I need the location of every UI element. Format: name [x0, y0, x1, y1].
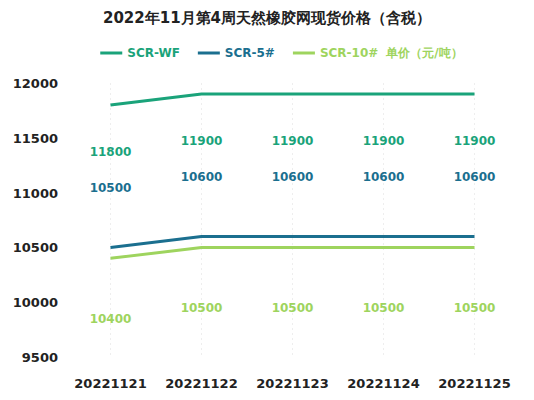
data-label: 10600	[363, 170, 405, 184]
data-label: 11900	[181, 134, 223, 148]
data-label: 10500	[272, 301, 314, 315]
y-tick-label: 9500	[22, 350, 58, 365]
data-label: 10600	[454, 170, 496, 184]
y-tick	[61, 357, 65, 358]
data-label: 10500	[90, 181, 132, 195]
y-tick-label: 10000	[13, 295, 58, 310]
series-line	[111, 247, 475, 258]
data-label: 11900	[363, 134, 405, 148]
x-axis: 20221121 20221122 20221123 20221124 20221125	[74, 83, 510, 391]
legend-item: SCR-WF	[100, 46, 180, 60]
chart-svg: 2022年11月第4周天然橡胶网现货价格（含税）SCR-WFSCR-5#SCR-…	[0, 0, 534, 400]
data-label: 10400	[90, 312, 132, 326]
data-label: 10500	[181, 301, 223, 315]
data-labels: 11800 11900 11900 11900 11900 10500 10600 10600…	[90, 134, 496, 326]
legend-swatch	[100, 52, 122, 55]
x-guide	[383, 83, 384, 357]
data-label: 11800	[90, 145, 132, 159]
data-label: 11900	[272, 134, 314, 148]
y-tick	[61, 83, 65, 84]
x-tick-label: 20221124	[347, 376, 419, 391]
data-label: 10600	[272, 170, 314, 184]
legend-swatch	[198, 52, 220, 55]
y-tick	[61, 192, 65, 193]
legend-label: SCR-WF	[127, 46, 180, 60]
plot-marks	[111, 94, 475, 258]
legend-swatch	[293, 52, 315, 55]
x-tick-label: 20221122	[165, 376, 237, 391]
y-tick	[61, 302, 65, 303]
y-tick-label: 12000	[13, 76, 58, 91]
legend-label: SCR-5#	[225, 46, 275, 60]
y-axis: 9500 10000 10500 11000 11500 12000	[13, 76, 65, 365]
x-tick-label: 20221125	[438, 376, 510, 391]
x-guide	[292, 83, 293, 357]
x-guide	[474, 83, 475, 357]
chart-container: 2022年11月第4周天然橡胶网现货价格（含税）SCR-WFSCR-5#SCR-…	[0, 0, 534, 400]
y-tick-label: 11500	[13, 131, 58, 146]
legend-label: SCR-10#	[320, 46, 378, 60]
data-label: 10500	[454, 301, 496, 315]
x-tick-label: 20221121	[74, 376, 146, 391]
legend-item: SCR-10#	[293, 46, 378, 60]
data-label: 10500	[363, 301, 405, 315]
y-unit-label: 单价（元/吨）	[385, 46, 462, 60]
series-line	[111, 236, 475, 247]
title: 2022年11月第4周天然橡胶网现货价格（含税）	[103, 9, 431, 27]
y-tick-label: 10500	[13, 240, 58, 255]
series-line	[111, 94, 475, 105]
x-guide	[201, 83, 202, 357]
y-tick	[61, 247, 65, 248]
data-label: 11900	[454, 134, 496, 148]
legend: SCR-WF SCR-5# SCR-10# 单价（元/吨）	[100, 46, 462, 60]
y-tick	[61, 137, 65, 138]
data-label: 10600	[181, 170, 223, 184]
x-tick-label: 20221123	[256, 376, 328, 391]
y-tick-label: 11000	[13, 186, 58, 201]
legend-item: SCR-5#	[198, 46, 275, 60]
